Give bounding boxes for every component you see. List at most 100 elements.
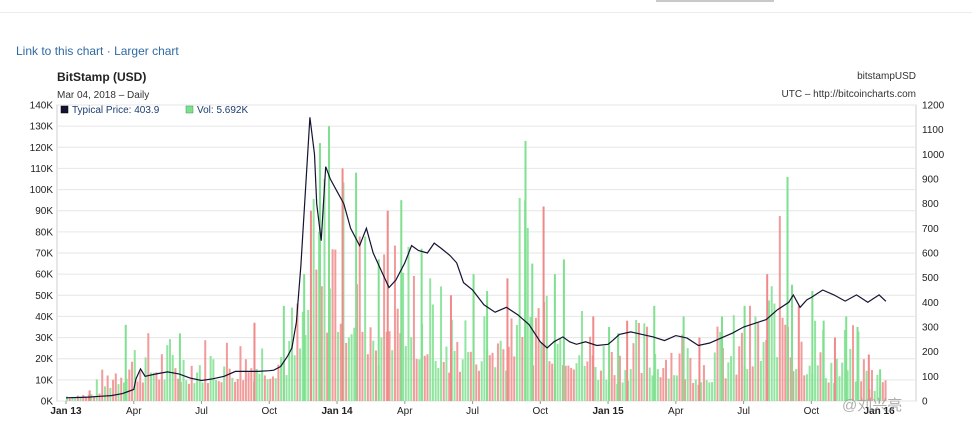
larger-chart-link[interactable]: Larger chart [114,44,179,58]
volume-spike [653,305,656,401]
volume-bar [337,331,340,401]
volume-bar [711,382,714,401]
volume-bar [296,303,299,401]
volume-spike [88,390,91,401]
volume-bar [480,361,483,401]
price-legend-label: Typical Price: 403.9 [72,105,160,116]
volume-bar [141,382,144,401]
right-tick-label: 500 [922,273,939,284]
x-tick-label: Jan 15 [593,406,625,417]
volume-spike [472,274,475,401]
volume-bar [90,394,93,401]
volume-bar [193,383,196,401]
volume-bar [757,322,760,401]
volume-spike [617,333,620,401]
volume-bar [637,322,640,401]
right-tick-label: 1200 [922,101,945,112]
volume-bar [572,369,575,401]
watermark: @刘兴亮 [842,397,903,414]
volume-bar [255,368,258,401]
volume-spike [811,291,814,401]
volume-bar [412,275,415,401]
volume-bar [204,340,207,401]
volume-bar [499,340,502,401]
left-tick-label: 10K [35,375,53,386]
volume-bar [407,246,410,401]
chart-subtitle: Mar 04, 2018 – Daily [57,90,150,101]
volume-bar [364,236,367,401]
volume-bar [526,227,529,401]
volume-bar [770,286,773,401]
volume-bar [838,376,841,401]
volume-bar [599,370,602,401]
x-tick-label: Jul [195,406,208,417]
volume-bar [841,362,844,401]
volume-bar [567,365,570,401]
volume-bar [692,383,695,401]
volume-bar [700,382,703,401]
chart-source: UTC – http://bitcoincharts.com [781,89,917,100]
legend: Typical Price: 403.9 Vol: 5.692K [60,105,248,116]
volume-spike [303,274,306,401]
volume-bar [185,380,188,401]
volume-bar [307,309,310,401]
volume-bar [274,378,277,401]
volume-bar [234,381,237,401]
volume-bar [152,372,155,401]
volume-bar [556,343,559,401]
volume-spike [328,126,331,402]
volume-bar [505,370,508,401]
volume-spike [355,172,358,401]
volume-bar [114,373,117,401]
volume-bar [632,343,635,401]
volume-bar [551,363,554,401]
volume-bar [299,348,302,401]
volume-bar [681,334,684,401]
volume-bar [659,377,662,401]
volume-spike [282,305,285,401]
volume-spike [766,274,769,401]
volume-bar [285,375,288,401]
volume-bar [380,337,383,401]
volume-bar [534,317,537,401]
volume-bar [147,333,150,401]
volume-bar [84,396,87,401]
volume-bar [586,361,589,401]
volume-spike [833,337,836,401]
right-tick-label: 400 [922,298,939,309]
volume-bar [217,381,220,401]
volume-bar [358,236,361,401]
volume-bar [515,324,518,401]
volume-bar [730,356,733,401]
volume-bar [155,372,158,401]
link-to-chart[interactable]: Link to this chart [16,44,104,58]
volume-bar [242,380,245,401]
volume-bar [610,351,613,401]
volume-bar [93,395,96,401]
volume-bar [347,337,350,401]
volume-bar [144,357,147,401]
typical-price-line [65,117,887,399]
top-tab[interactable] [656,0,774,2]
x-tick-label: Apr [397,406,413,417]
volume-spike [341,168,344,401]
volume-spike [743,305,746,401]
left-tick-label: 30K [35,333,53,344]
volume-bar [391,350,394,401]
volume-bar [814,320,817,401]
volume-bar [212,359,215,401]
volume-bar [120,377,123,401]
left-tick-label: 50K [35,291,53,302]
volume-bar [849,348,852,401]
volume-bar [220,382,223,401]
volume-bar [133,350,136,401]
volume-bar [326,332,329,401]
volume-bar [366,354,369,401]
volume-bar [597,379,600,401]
volume-bar [323,178,326,401]
volume-bar [477,370,480,401]
volume-bar [374,350,377,401]
volume-bar [98,393,101,401]
volume-bar [529,316,532,401]
